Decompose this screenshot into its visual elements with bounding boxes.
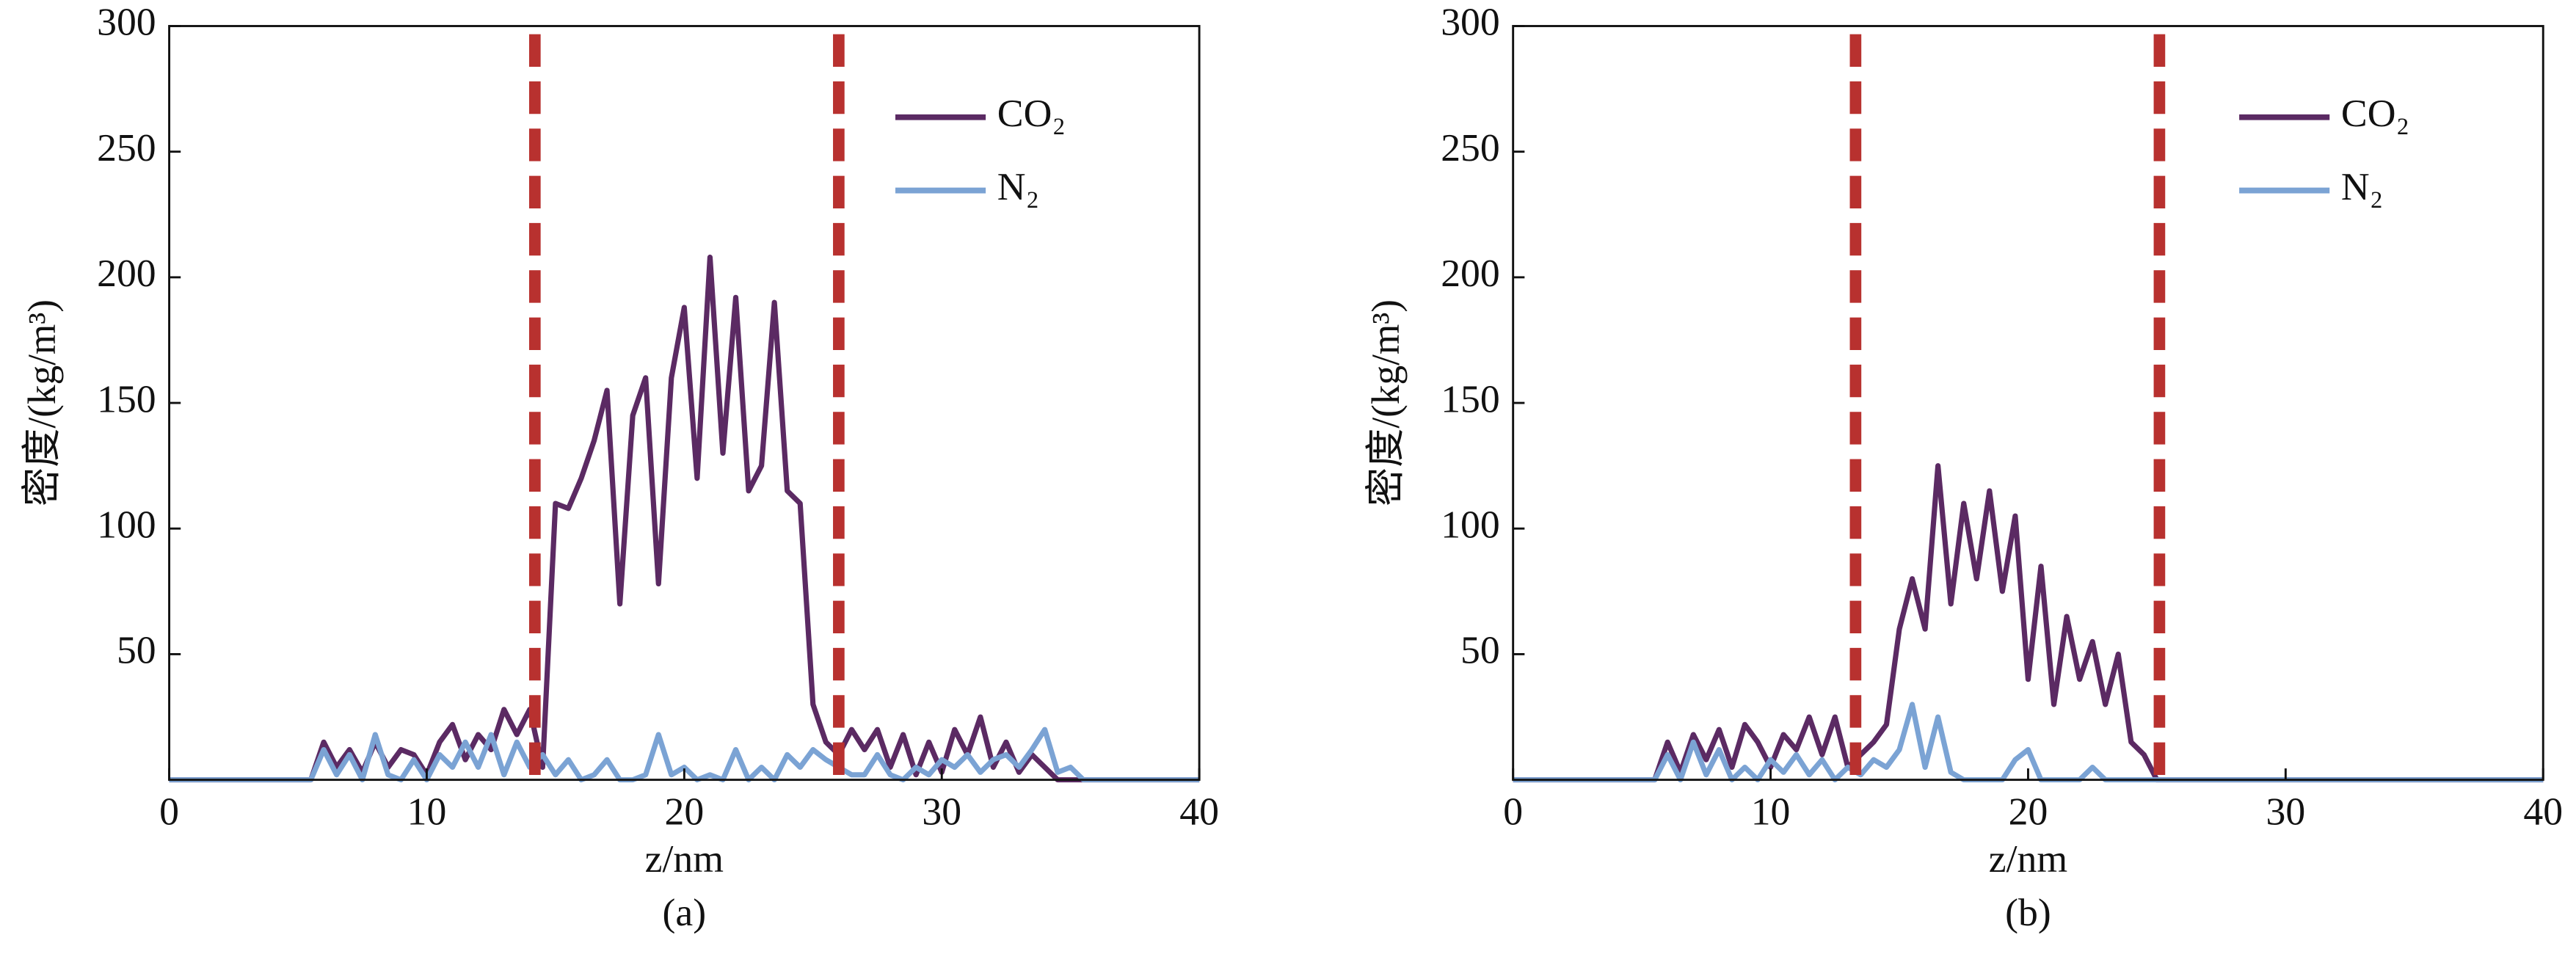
x-tick-label: 40 [1179,790,1219,834]
x-tick-label: 0 [1503,790,1523,834]
data-line [1513,463,2544,783]
x-tick-label: 0 [159,790,179,834]
data-line [169,254,1200,783]
y-tick-label: 100 [97,503,156,547]
y-tick-label: 250 [1441,125,1500,170]
y-tick-label: 100 [1441,503,1500,547]
y-tick-label: 300 [97,0,156,44]
x-axis-label: z/nm [1989,837,2067,881]
y-tick-label: 150 [1441,376,1500,420]
caption: (a) [663,890,707,934]
x-tick-label: 30 [2266,790,2305,834]
y-tick-label: 150 [97,376,156,420]
legend-label: CO₂ [2341,91,2409,135]
x-tick-label: 10 [1751,790,1791,834]
y-tick-label: 200 [1441,251,1500,295]
caption: (b) [2005,890,2051,934]
x-tick-label: 10 [407,790,447,834]
x-tick-label: 30 [922,790,961,834]
legend-label: N₂ [997,164,1040,208]
y-tick-label: 200 [97,251,156,295]
y-axis-label: 密度/(kg/m³) [20,299,64,506]
y-tick-label: 300 [1441,0,1500,44]
x-tick-label: 20 [2009,790,2048,834]
legend-label: N₂ [2341,164,2384,208]
y-tick-label: 50 [1460,628,1500,672]
y-tick-label: 50 [117,628,156,672]
plot-frame [168,25,1201,782]
legend-label: CO₂ [997,91,1066,135]
y-axis-label: 密度/(kg/m³) [1364,299,1408,506]
y-tick-label: 250 [97,125,156,170]
x-axis-label: z/nm [645,837,724,881]
x-tick-label: 20 [664,790,704,834]
x-tick-label: 40 [2523,790,2563,834]
